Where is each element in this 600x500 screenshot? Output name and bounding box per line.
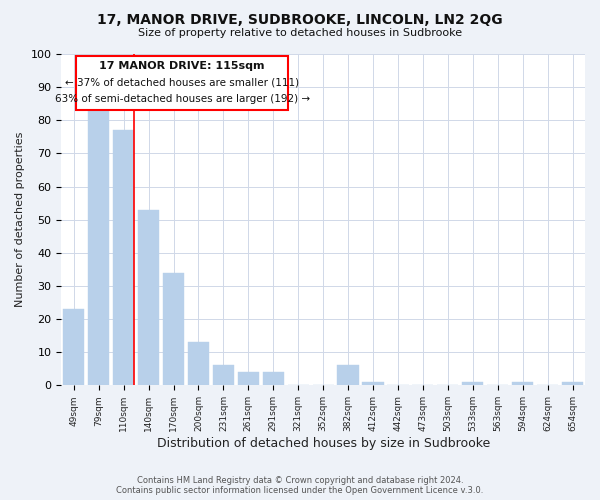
X-axis label: Distribution of detached houses by size in Sudbrooke: Distribution of detached houses by size … (157, 437, 490, 450)
Text: Contains public sector information licensed under the Open Government Licence v.: Contains public sector information licen… (116, 486, 484, 495)
Bar (337, 366, 359, 386)
Y-axis label: Number of detached properties: Number of detached properties (15, 132, 25, 308)
Bar (462, 382, 484, 386)
FancyBboxPatch shape (76, 56, 288, 110)
Text: Contains HM Land Registry data © Crown copyright and database right 2024.: Contains HM Land Registry data © Crown c… (137, 476, 463, 485)
Text: 17 MANOR DRIVE: 115sqm: 17 MANOR DRIVE: 115sqm (100, 60, 265, 70)
Bar (113, 130, 134, 386)
Bar (88, 110, 109, 386)
Text: 63% of semi-detached houses are larger (192) →: 63% of semi-detached houses are larger (… (55, 94, 310, 104)
Bar (188, 342, 209, 386)
Bar (238, 372, 259, 386)
Bar (213, 366, 234, 386)
Text: Size of property relative to detached houses in Sudbrooke: Size of property relative to detached ho… (138, 28, 462, 38)
Bar (138, 210, 159, 386)
Text: ← 37% of detached houses are smaller (111): ← 37% of detached houses are smaller (11… (65, 77, 299, 87)
Bar (562, 382, 583, 386)
Bar (163, 272, 184, 386)
Bar (63, 309, 85, 386)
Bar (263, 372, 284, 386)
Text: 17, MANOR DRIVE, SUDBROOKE, LINCOLN, LN2 2QG: 17, MANOR DRIVE, SUDBROOKE, LINCOLN, LN2… (97, 12, 503, 26)
Bar (362, 382, 383, 386)
Bar (512, 382, 533, 386)
